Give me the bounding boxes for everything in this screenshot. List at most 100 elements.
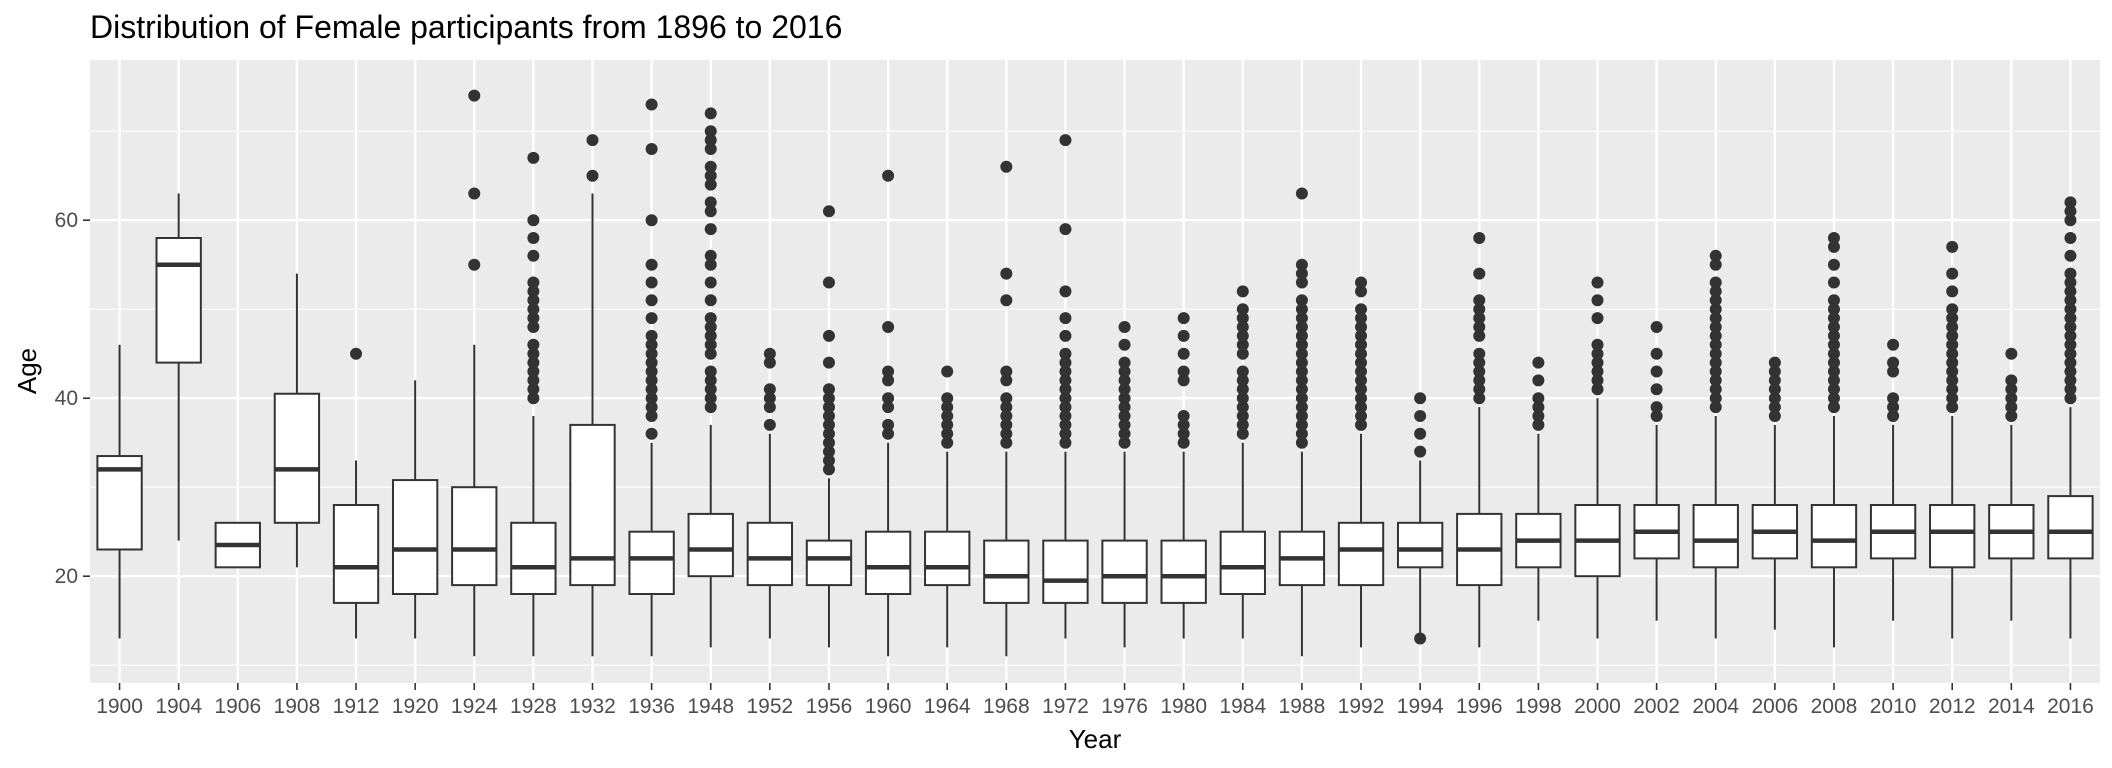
outlier-point	[1355, 401, 1368, 414]
outlier-point	[527, 383, 540, 396]
outlier-point	[1000, 374, 1013, 387]
outlier-point	[1295, 383, 1308, 396]
box-body	[2047, 495, 2094, 560]
outlier-point	[1295, 321, 1308, 333]
outlier-point	[645, 383, 658, 396]
outlier-point	[1059, 436, 1072, 449]
outlier-point	[1709, 329, 1722, 342]
outlier-point	[1709, 321, 1722, 333]
box-body	[983, 539, 1030, 604]
box-body	[746, 521, 794, 587]
outlier-point	[1177, 347, 1190, 360]
box-2010	[1869, 338, 1917, 621]
outlier-point	[1473, 312, 1486, 325]
outlier-point	[704, 205, 717, 218]
outlier-point	[527, 151, 540, 164]
outlier-point	[645, 365, 658, 378]
outlier-point	[1709, 285, 1722, 298]
outlier-point	[1473, 232, 1486, 244]
outlier-point	[527, 374, 540, 387]
outlier-point	[1827, 392, 1840, 405]
outlier-point	[2005, 392, 2018, 405]
outlier-point	[527, 303, 540, 316]
outlier-point	[527, 321, 540, 333]
box-1972	[1042, 134, 1089, 639]
outlier-point	[822, 356, 835, 369]
outlier-point	[704, 365, 717, 378]
outlier-point	[2064, 196, 2077, 209]
box-body	[1810, 504, 1858, 569]
x-tick-label: 1912	[333, 695, 380, 718]
outlier-point	[1946, 347, 1959, 360]
outlier-point	[1236, 347, 1249, 360]
outlier-point	[1355, 410, 1368, 422]
outlier-point	[704, 276, 717, 289]
x-axis-title: Year	[1069, 724, 1122, 754]
box-1924	[451, 89, 498, 657]
outlier-point	[1709, 347, 1722, 360]
outlier-point	[1827, 294, 1840, 307]
outlier-point	[1414, 392, 1427, 405]
outlier-point	[1177, 418, 1190, 431]
outlier-point	[645, 276, 658, 289]
outlier-point	[1709, 365, 1722, 378]
outlier-point	[1059, 329, 1072, 342]
outlier-point	[763, 401, 776, 414]
box-2012	[1929, 240, 1976, 639]
outlier-point	[1473, 294, 1486, 307]
outlier-point	[704, 258, 717, 271]
outlier-point	[2005, 383, 2018, 396]
outlier-point	[704, 134, 717, 147]
outlier-point	[1295, 267, 1308, 280]
box-2004	[1692, 249, 1739, 639]
box-1984	[1219, 285, 1266, 639]
outlier-point	[1709, 401, 1722, 414]
outlier-point	[704, 196, 717, 209]
x-tick-label: 1906	[214, 695, 261, 718]
outlier-point	[2064, 294, 2077, 307]
outlier-point	[822, 445, 835, 458]
outlier-point	[704, 249, 717, 262]
outlier-point	[822, 401, 835, 414]
outlier-point	[2064, 214, 2077, 227]
outlier-point	[941, 392, 954, 405]
outlier-point	[1946, 267, 1959, 280]
box-body	[1929, 504, 1976, 569]
outlier-point	[1709, 356, 1722, 369]
box-body	[1219, 530, 1266, 596]
box-2014	[1988, 347, 2035, 621]
outlier-point	[1709, 383, 1722, 396]
outlier-point	[2064, 276, 2077, 289]
box-1998	[1515, 356, 1562, 621]
outlier-point	[1295, 303, 1308, 316]
box-body	[155, 237, 202, 364]
outlier-point	[1355, 321, 1368, 333]
outlier-point	[1473, 347, 1486, 360]
outlier-point	[763, 383, 776, 396]
x-tick-label: 1924	[451, 695, 498, 718]
outlier-point	[1768, 410, 1781, 422]
outlier-point	[527, 249, 540, 262]
outlier-point	[1827, 258, 1840, 271]
outlier-point	[1355, 392, 1368, 405]
outlier-point	[1295, 294, 1308, 307]
outlier-point	[1827, 365, 1840, 378]
outlier-point	[350, 347, 363, 360]
box-body	[1101, 539, 1148, 604]
outlier-point	[1059, 134, 1072, 147]
chart-title: Distribution of Female participants from…	[90, 9, 842, 45]
outlier-point	[1532, 356, 1545, 369]
y-tick-label: 40	[55, 387, 78, 410]
outlier-point	[1236, 374, 1249, 387]
outlier-point	[2005, 401, 2018, 414]
outlier-point	[1295, 436, 1308, 449]
outlier-point	[1591, 294, 1604, 307]
outlier-point	[527, 294, 540, 307]
outlier-point	[822, 410, 835, 422]
outlier-point	[1946, 240, 1959, 253]
x-axis: 1900 1904 1906 1908 1912 1920 1924 1928 1932 1936…	[96, 683, 2094, 718]
box-1928	[510, 151, 557, 657]
x-tick-label: 2014	[1988, 695, 2035, 718]
outlier-point	[1295, 374, 1308, 387]
